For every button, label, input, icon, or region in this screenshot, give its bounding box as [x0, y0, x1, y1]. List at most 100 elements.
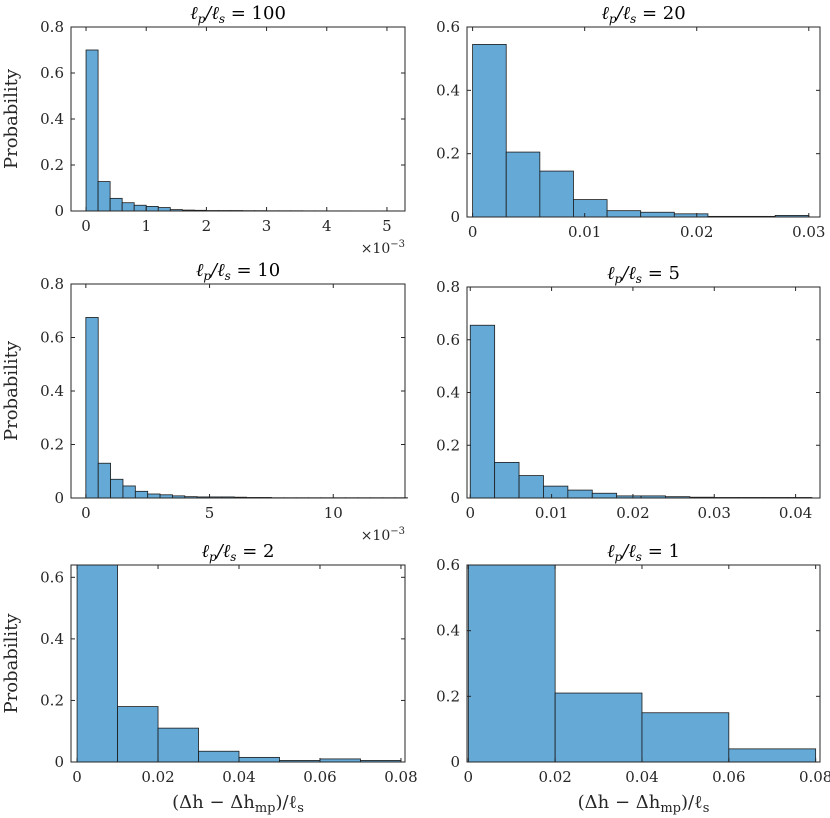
histogram-bar	[505, 151, 541, 218]
histogram-bar	[76, 564, 118, 763]
y-tick-label: 0	[450, 489, 460, 507]
histogram-bar	[554, 692, 643, 763]
x-axis-label: (Δh − Δhmp)/ℓs	[578, 792, 710, 816]
x-tick-label: 0.04	[222, 768, 255, 786]
histogram-bar	[591, 492, 618, 499]
histogram-bar	[133, 204, 147, 212]
x-tick-label: 5	[205, 504, 215, 522]
x-tick-label: 0	[81, 217, 91, 235]
histogram-bar	[539, 170, 574, 218]
axes-box	[70, 283, 406, 499]
histogram-bar	[518, 475, 544, 499]
histogram-bar	[147, 493, 161, 499]
x-exponent-label: ×10−3	[361, 526, 405, 544]
histogram-bar	[122, 485, 136, 499]
axes-box	[466, 564, 821, 763]
histogram-bar	[110, 478, 124, 499]
y-tick-label: 0.6	[436, 331, 460, 349]
y-axis-label: Probability	[1, 613, 22, 714]
axes-box	[466, 286, 821, 499]
histogram-bar	[145, 205, 159, 212]
chart-title: ℓp/ℓs = 2	[202, 541, 275, 564]
x-tick-label: 0.08	[384, 768, 417, 786]
chart-title: ℓp/ℓs = 1	[607, 541, 680, 564]
x-tick-label: 5	[382, 217, 392, 235]
histogram-bar	[97, 462, 111, 499]
chart-title: ℓp/ℓs = 100	[190, 3, 286, 26]
histogram-bar	[121, 202, 135, 212]
histogram-bar	[157, 727, 199, 763]
histogram-bar	[728, 748, 817, 763]
x-tick-label: 0	[72, 768, 82, 786]
x-tick-label: 0.06	[712, 768, 745, 786]
y-tick-label: 0.4	[436, 81, 460, 99]
chart-panel-2: 0 0.01 0.02 0.03 0 0.2 0.4 0.6 ℓp/ℓs = 20	[436, 3, 825, 241]
histogram-bar	[606, 210, 642, 218]
histogram-bar	[198, 750, 240, 763]
y-tick-label: 0.4	[436, 384, 460, 402]
histogram-bar	[543, 485, 569, 499]
x-tick-label: 3	[262, 217, 272, 235]
x-tick-label: 2	[202, 217, 212, 235]
chart-panel-6: 0 0.02 0.04 0.06 0.08 0 0.2 0.4 0.6 ℓp/ℓs = 1 (Δh …	[436, 541, 830, 816]
histogram-bar	[640, 211, 675, 218]
chart-panel-3: 0 5 10 0 0.2 0.4 0.6 0.8 ℓp/ℓs = 10 Probability ×1…	[1, 260, 408, 544]
y-tick-label: 0.6	[436, 556, 460, 574]
x-tick-label: 0.06	[303, 768, 336, 786]
y-tick-label: 0.8	[40, 275, 64, 293]
y-axis-label: Probability	[1, 340, 22, 441]
y-tick-label: 0	[54, 753, 64, 771]
bar-group	[85, 317, 408, 499]
x-tick-label: 0.01	[568, 223, 601, 241]
chart-panel-1: 0 1 2 3 4 5 0 0.2 0.4 0.6 0.8 ℓp/ℓs = 100 Probabilit…	[1, 3, 406, 257]
x-tick-label: 0.08	[799, 768, 830, 786]
x-tick-label: 4	[322, 217, 332, 235]
histogram-bar	[109, 197, 123, 212]
x-tick-label: 1	[141, 217, 151, 235]
y-tick-label: 0	[54, 489, 64, 507]
axes-box	[70, 26, 406, 212]
y-tick-label: 0	[450, 753, 460, 771]
histogram-bar	[134, 490, 149, 499]
histogram-bar	[85, 49, 99, 212]
y-tick-label: 0.8	[436, 278, 460, 296]
y-tick-label: 0.6	[40, 568, 64, 586]
chart-title: ℓp/ℓs = 5	[607, 263, 680, 286]
x-tick-label: 0.01	[535, 504, 568, 522]
x-exponent-label: ×10−3	[361, 239, 405, 257]
bar-group	[469, 324, 813, 499]
x-tick-label: 0.03	[792, 223, 825, 241]
histogram-bar	[85, 317, 99, 499]
bar-group	[467, 564, 817, 763]
histogram-bar	[567, 489, 593, 499]
histogram-bar	[472, 44, 507, 218]
x-tick-label: 0	[468, 223, 478, 241]
chart-panel-5: 0 0.02 0.04 0.06 0.08 0 0.2 0.4 0.6 ℓp/ℓs = 2 Prob…	[1, 541, 418, 816]
histogram-bar	[467, 564, 556, 763]
axes-box	[70, 564, 406, 763]
x-tick-label: 0.03	[698, 504, 731, 522]
chart-title: ℓp/ℓs = 20	[601, 3, 685, 26]
histogram-bar	[238, 756, 280, 763]
bar-group	[76, 564, 402, 763]
y-tick-label: 0.2	[436, 687, 460, 705]
x-axis-label: (Δh − Δhmp)/ℓs	[172, 792, 304, 816]
histogram-bar	[641, 712, 730, 763]
histogram-bar	[157, 207, 171, 212]
histogram-bar	[117, 706, 159, 763]
y-tick-label: 0.2	[436, 145, 460, 163]
x-tick-label: 0.02	[141, 768, 174, 786]
bar-group	[85, 49, 400, 212]
y-tick-label: 0.2	[40, 436, 64, 454]
x-tick-label: 0	[464, 768, 474, 786]
y-tick-label: 0.8	[40, 18, 64, 36]
y-tick-label: 0.2	[436, 436, 460, 454]
x-tick-label: 0	[81, 504, 91, 522]
y-tick-label: 0.4	[40, 382, 64, 400]
y-tick-label: 0.6	[436, 18, 460, 36]
histogram-bar	[469, 324, 496, 499]
chart-panel-4: 0 0.01 0.02 0.03 0.04 0 0.2 0.4 0.6 0.8 ℓp/ℓs = 5	[436, 263, 821, 522]
histogram-bar	[573, 199, 608, 218]
x-tick-label: 0.04	[779, 504, 812, 522]
